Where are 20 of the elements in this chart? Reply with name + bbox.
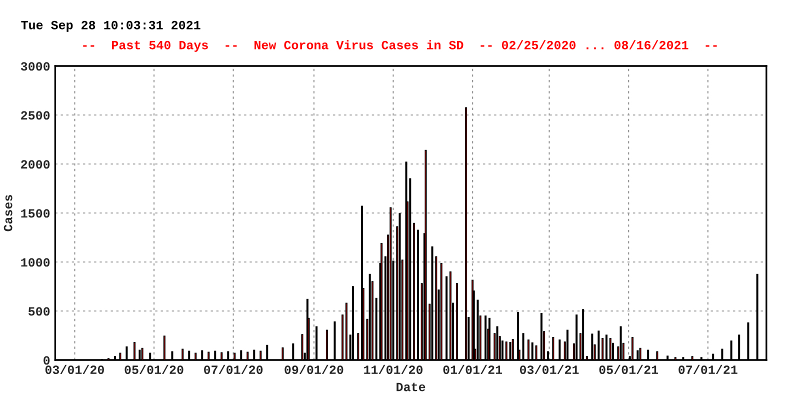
x-axis-title: Date [396,382,426,392]
x-tick-label: 11/01/20 [364,364,423,374]
y-axis-title: Cases [4,195,12,232]
y-tick-label: 500 [28,307,50,316]
x-tick-label: 03/01/21 [520,364,579,374]
text: Tue Sep 28 10:03:31 2021 [21,20,200,32]
x-tick-label: 05/01/20 [124,364,184,374]
x-tick-label: 07/01/21 [678,364,738,374]
chart-title: -- Past 540 Days -- New Corona Virus Cases in SD -- 02/25/2020 ... 08/16/2021 -- [83,40,717,52]
y-tick-label: 2500 [21,111,50,120]
x-tick-label: 01/01/21 [443,364,502,374]
x-tick-label: 09/01/20 [284,364,344,374]
y-tick-label: 1500 [21,209,50,218]
x-tick-label: 03/01/20 [45,364,104,374]
y-tick-label: 2000 [21,160,50,169]
y-tick-label: 0 [44,356,50,365]
y-tick-label: 3000 [20,62,50,71]
x-tick-label: 07/01/20 [204,364,263,374]
y-tick-label: 1000 [21,258,50,267]
x-tick-label: 05/01/21 [599,364,658,374]
